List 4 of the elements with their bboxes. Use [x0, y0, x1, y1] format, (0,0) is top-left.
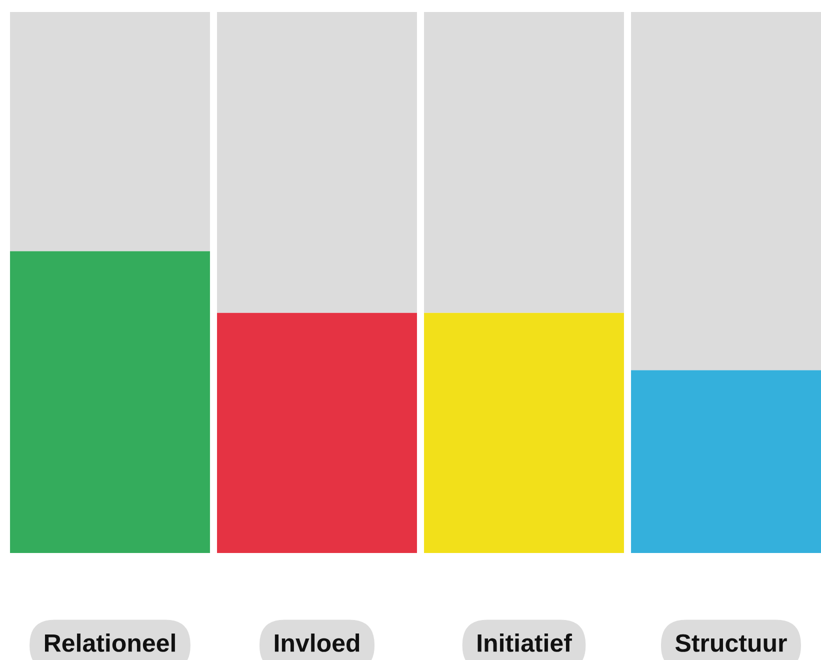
x-tick-label: Relationeel — [44, 634, 175, 652]
x-tick-label: Invloed — [274, 634, 360, 652]
x-tick-label: Initiatief — [478, 634, 572, 652]
x-tick-label: Structuur — [675, 634, 787, 652]
